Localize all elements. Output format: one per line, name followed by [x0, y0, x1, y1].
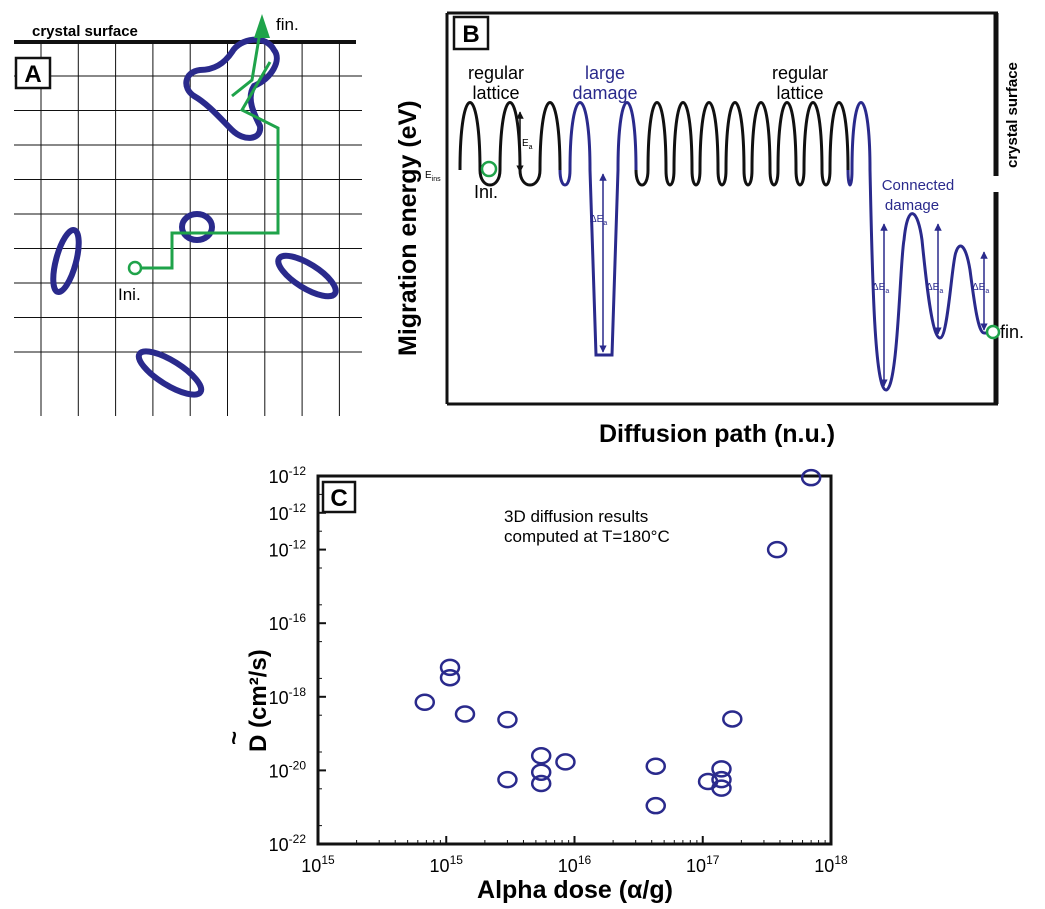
panel-c-label: C [330, 485, 347, 512]
chart-annotation: 3D diffusion results computed at T=180°C [504, 507, 670, 546]
y-axis-label-tilde: ~ [221, 731, 248, 745]
damage-zone [50, 226, 82, 296]
y-axis: 10-22 10-20 10-18 10-16 10-12 10-12 10-12 [269, 464, 326, 855]
start-site [480, 160, 498, 178]
data-point [530, 747, 552, 765]
data-point [454, 705, 476, 723]
panel-b-label-box [452, 15, 490, 51]
data-point [766, 540, 788, 559]
damage-zone [275, 252, 339, 300]
panel-b-ylabel: Migration energy (eV) [394, 100, 422, 356]
y-tick-label: 10-18 [269, 685, 307, 708]
damage-zone [179, 211, 215, 243]
data-point [530, 763, 552, 782]
data-point [722, 710, 743, 728]
data-point [645, 757, 666, 775]
diffusion-path-arrow [231, 19, 264, 98]
data-point [497, 770, 518, 789]
panel-a-label-box [14, 56, 52, 90]
x-tick-label: 1018 [814, 853, 848, 876]
panel-a-label: A [24, 61, 41, 88]
panel-b-label: B [462, 21, 479, 48]
energy-curve-large-damage [558, 101, 638, 357]
damage-zone [183, 36, 280, 141]
data-point [711, 770, 732, 789]
x-tick-label: 1017 [686, 853, 720, 876]
y-tick-label: 10-12 [269, 538, 307, 561]
end-label: fin. [1000, 322, 1024, 342]
start-label: Ini. [474, 182, 498, 202]
data-point [497, 710, 518, 729]
data-point [711, 760, 732, 778]
y-tick-label: 10-22 [269, 832, 307, 855]
data-point [555, 753, 576, 771]
surface-label: crystal surface [32, 23, 138, 40]
end-site [985, 324, 1001, 340]
end-label: fin. [276, 15, 299, 34]
data-point [414, 693, 436, 712]
data-point [439, 658, 461, 677]
data-point [645, 796, 666, 815]
eins-label: Eins [425, 170, 441, 183]
delta-ea-label: ΔEa [872, 282, 889, 295]
x-tick-label: 1015 [430, 853, 464, 876]
y-tick-label: 10-12 [269, 464, 307, 487]
start-site [127, 260, 143, 276]
panel-a: crystal surface A Ini. fin. [14, 14, 362, 416]
scatter-points [414, 468, 822, 815]
start-label: Ini. [118, 285, 141, 304]
x-tick-label: 1015 [301, 853, 335, 876]
y-tick-label: 10-20 [269, 758, 307, 781]
data-point [530, 774, 552, 793]
energy-curve-lattice-2 [634, 101, 850, 187]
label-regular-lattice-2: regular lattice [772, 63, 828, 103]
x-tick-label: 1016 [558, 853, 592, 876]
label-regular-lattice-1: regular lattice [468, 63, 524, 103]
energy-curve-connected-damage [846, 101, 993, 392]
delta-ea-label: ΔEa [926, 282, 943, 295]
panel-c: C 3D diffusion results computed at T=180°… [221, 464, 848, 904]
delta-ea-label: ΔEa [590, 214, 607, 227]
data-point [711, 779, 732, 797]
energy-curve-lattice-1 [458, 101, 562, 187]
diffusion-path [135, 61, 280, 270]
y-tick-label: 10-12 [269, 501, 307, 524]
label-large-damage: large damage [572, 63, 637, 103]
y-axis-label: D (cm²/s) [245, 649, 272, 752]
x-axis-label: Alpha dose (α/g) [477, 876, 673, 904]
label-connected-damage: Connected damage [882, 177, 955, 214]
panel-b-xlabel: Diffusion path (n.u.) [599, 420, 835, 448]
ea-label: Ea [522, 138, 533, 151]
x-axis: 1015 1015 1016 1017 1018 [301, 836, 848, 876]
damage-zone [135, 348, 205, 398]
panel-b: crystal surface B Migration energy (eV) … [394, 11, 1024, 448]
arrow-head [254, 14, 270, 38]
lattice-grid [14, 42, 362, 416]
panel-c-label-box [321, 480, 357, 514]
surface-label-vertical: crystal surface [1004, 62, 1021, 168]
delta-ea-label: ΔEa [972, 282, 989, 295]
data-point [800, 468, 822, 487]
data-point [439, 668, 461, 687]
y-tick-label: 10-16 [269, 611, 307, 634]
